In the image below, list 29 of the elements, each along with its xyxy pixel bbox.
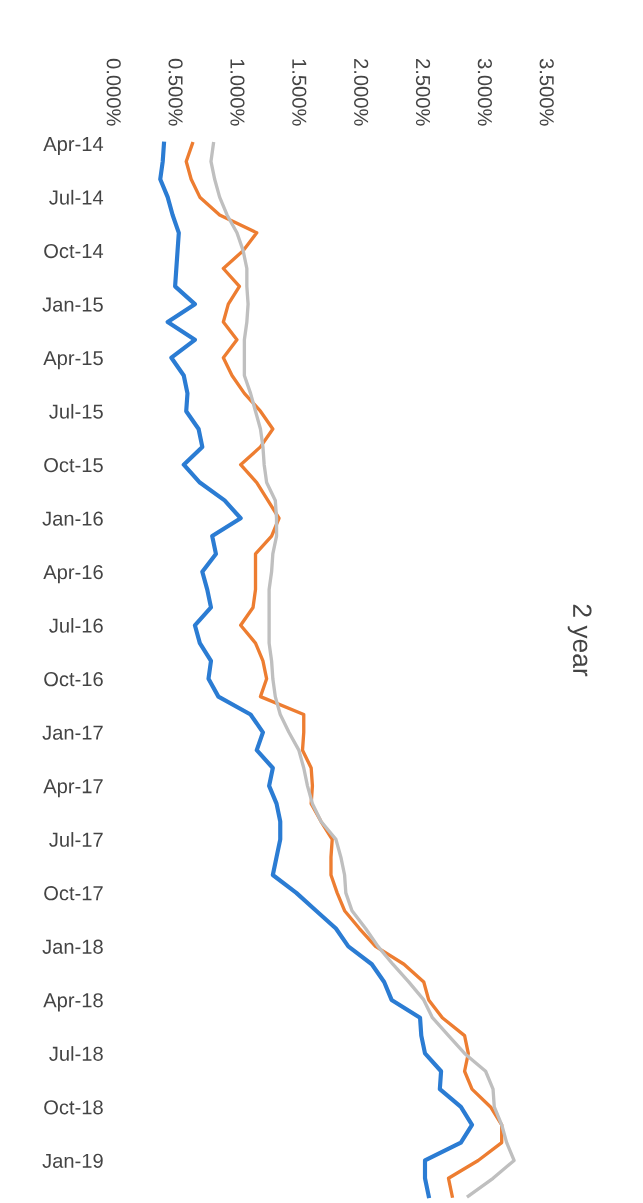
y-tick-label: Oct-14: [44, 243, 104, 259]
y-tick-label: Oct-17: [44, 886, 103, 901]
y-tick-label: Jan-18: [42, 939, 103, 954]
y-tick-label: Apr-17: [43, 779, 103, 798]
y-tick-label: Apr-16: [43, 564, 103, 584]
text: 2 year: [567, 604, 592, 677]
x-tick-label: 3.000%: [477, 58, 492, 126]
x-tick-label: 1.000%: [230, 59, 245, 126]
x-tick-label: 0.500%: [168, 58, 183, 126]
y-tick-label: Jul-14: [49, 189, 104, 205]
x-tick-label: 3.500%: [539, 58, 554, 126]
y-tick-label: Apr-18: [43, 993, 103, 1012]
y-tick-label: Jul-17: [49, 832, 103, 847]
y-tick-label: Oct-16: [44, 672, 103, 687]
y-tick-label: Jan-15: [42, 297, 103, 312]
y-tick-label: Jan-16: [42, 511, 103, 526]
y-tick-label: Apr-14: [43, 137, 104, 156]
y-tick-label: Jul-15: [49, 403, 103, 419]
y-tick-label: Oct-18: [44, 1100, 103, 1115]
y-tick-label: Jan-19: [42, 1153, 103, 1168]
x-tick-label: 2.500%: [415, 59, 431, 126]
x-tick-label: 0.000%: [106, 58, 121, 126]
y-tick-label: Apr-15: [43, 351, 103, 370]
y-tick-label: Jul-16: [49, 617, 103, 633]
y-tick-label: Oct-15: [44, 457, 103, 473]
y-tick-label: Jul-18: [49, 1046, 103, 1061]
x-tick-label: 2.000%: [354, 59, 369, 126]
y-tick-label: Jan-17: [42, 725, 103, 740]
x-tick-label: 1.500%: [292, 59, 307, 126]
